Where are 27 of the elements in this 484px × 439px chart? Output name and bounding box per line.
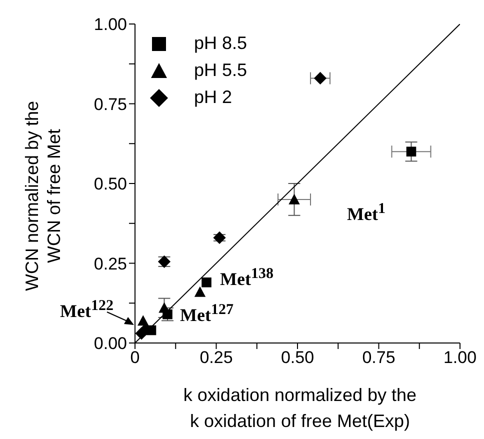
annotation: Met$^{1}$ [347,201,386,225]
point [194,286,206,297]
annotation: Met$^{138}$ [220,266,274,290]
legend-label: pH 2 [194,86,232,109]
point [202,277,212,288]
y-tick-label: 0.75 [94,94,127,114]
text: Met$^{122}$ [60,298,114,322]
legend-label: pH 5.5 [194,59,248,82]
x-tick-label: 1.00 [443,348,477,368]
point [314,72,327,85]
x-tick-label: 0.25 [200,348,233,368]
point [288,194,300,204]
y-tick-label: 0.25 [94,254,127,274]
y-tick-label: 0.00 [94,334,127,354]
y-tick-label: 1.00 [94,15,127,34]
x-tick-label: 0.75 [362,348,396,368]
x-tick-label: 0.50 [280,348,314,368]
annotation: Met$^{127}$ [180,302,234,326]
x-axis-title: k oxidation normalized by the k oxidation of free Met(Exp) [182,384,418,433]
point [138,315,149,326]
y-axis-title: WCN normalized by the WCN of free Met [22,100,64,292]
point [158,302,170,313]
legend-label: pH 8.5 [194,32,248,55]
x-tick-label: 0 [130,348,140,368]
point [213,231,226,244]
y-tick-label: 0.50 [94,174,127,194]
point [406,146,416,156]
